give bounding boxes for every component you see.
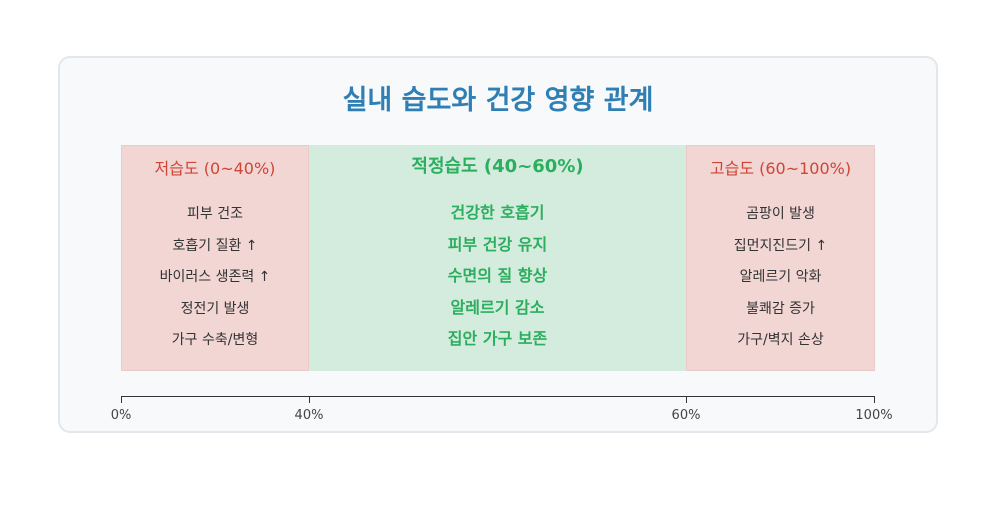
optimal-humidity-header: 적정습도 (40~60%): [411, 156, 584, 177]
high-humidity-effect: 알레르기 악화: [739, 269, 822, 285]
high-humidity-effect: 곰팡이 발생: [746, 206, 815, 222]
low-humidity-header: 저습도 (0~40%): [154, 159, 276, 178]
axis-tick-label-100: 100%: [855, 408, 893, 423]
axis-tick-label-0: 0%: [110, 408, 132, 423]
low-humidity-zone: 저습도 (0~40%) 피부 건조 호흡기 질환 ↑ 바이러스 생존력 ↑ 정전…: [121, 145, 309, 371]
high-humidity-effect: 불쾌감 증가: [746, 300, 815, 317]
axis-tick-label-40: 40%: [294, 408, 324, 423]
low-humidity-effect: 가구 수축/변형: [171, 332, 259, 348]
optimal-humidity-effect: 수면의 질 향상: [447, 266, 548, 285]
high-humidity-header: 고습도 (60~100%): [709, 159, 852, 178]
optimal-humidity-effect: 피부 건강 유지: [447, 234, 548, 254]
axis-tick: [121, 396, 122, 403]
diagram-title: 실내 습도와 건강 영향 관계: [342, 85, 654, 116]
low-humidity-effect: 바이러스 생존력 ↑: [159, 269, 271, 285]
high-humidity-effects: 곰팡이 발생 집먼지진드기 ↑ 알레르기 악화 불쾌감 증가 가구/벽지 손상: [687, 204, 874, 362]
axis-tick-label-60: 60%: [671, 408, 701, 423]
optimal-humidity-effects: 건강한 호흡기 피부 건강 유지 수면의 질 향상 알레르기 감소 집안 가구 …: [309, 203, 686, 361]
optimal-humidity-effect: 건강한 호흡기: [450, 203, 545, 222]
axis-tick: [309, 396, 310, 403]
axis-tick: [686, 396, 687, 403]
high-humidity-effect: 가구/벽지 손상: [737, 332, 824, 348]
optimal-humidity-effect: 알레르기 감소: [450, 297, 545, 317]
optimal-humidity-effect: 집안 가구 보존: [447, 329, 548, 348]
humidity-axis-line: [121, 396, 875, 397]
optimal-humidity-zone: 적정습도 (40~60%) 건강한 호흡기 피부 건강 유지 수면의 질 향상 …: [309, 145, 686, 371]
axis-tick: [874, 396, 875, 403]
high-humidity-zone: 고습도 (60~100%) 곰팡이 발생 집먼지진드기 ↑ 알레르기 악화 불쾌…: [686, 145, 875, 371]
low-humidity-effect: 호흡기 질환 ↑: [172, 237, 258, 254]
low-humidity-effects: 피부 건조 호흡기 질환 ↑ 바이러스 생존력 ↑ 정전기 발생 가구 수축/변…: [122, 204, 308, 362]
low-humidity-effect: 정전기 발생: [180, 300, 250, 317]
low-humidity-effect: 피부 건조: [187, 206, 243, 222]
high-humidity-effect: 집먼지진드기 ↑: [733, 237, 828, 254]
